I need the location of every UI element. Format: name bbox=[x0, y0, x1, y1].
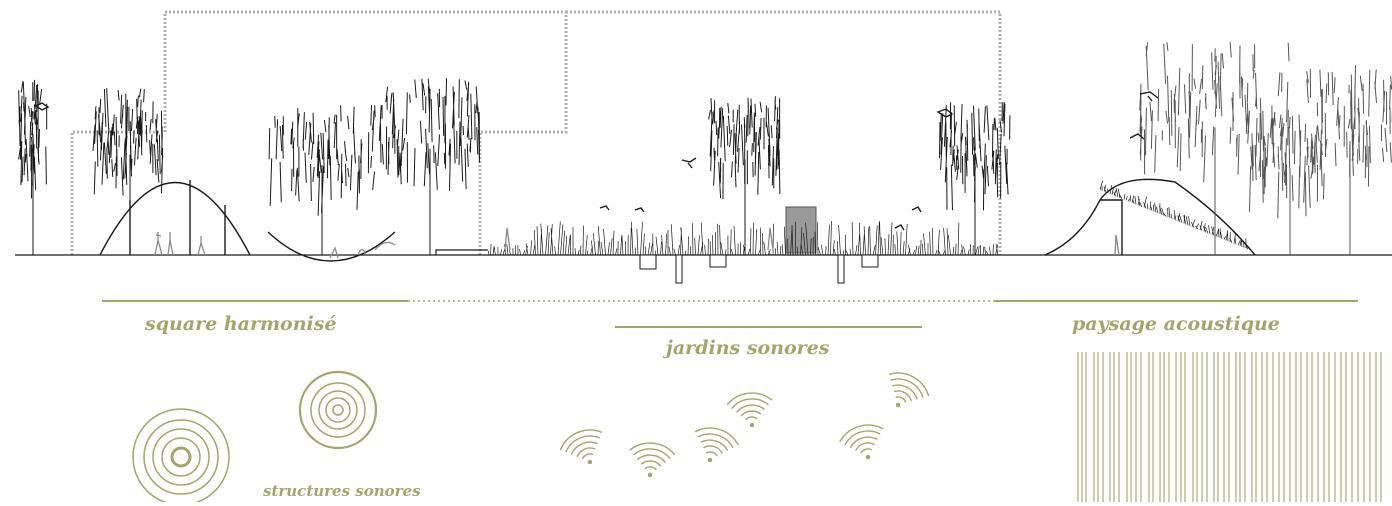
zone-label-jardins: jardins sonores bbox=[666, 337, 830, 359]
tree-icon bbox=[939, 101, 1011, 255]
zone-label-square: square harmonisé bbox=[145, 313, 337, 335]
wifi-wave-icon bbox=[726, 392, 773, 428]
concentric-circles-icon bbox=[132, 408, 230, 506]
ground-line bbox=[15, 249, 1392, 256]
tree-icon bbox=[1249, 110, 1325, 255]
grass bbox=[487, 180, 1249, 256]
bowl-structure bbox=[267, 231, 396, 262]
tree-icon bbox=[268, 105, 376, 255]
tree-icon bbox=[378, 78, 480, 255]
wifi-wave-icon bbox=[694, 427, 739, 463]
wifi-wave-icon bbox=[559, 429, 603, 465]
bird-icon bbox=[34, 91, 1159, 231]
zone-divider bbox=[102, 300, 1358, 328]
vertical-lines-pattern-icon bbox=[1077, 352, 1382, 502]
zone-label-paysage: paysage acoustique bbox=[1072, 313, 1280, 335]
tree-icon bbox=[18, 79, 48, 255]
concentric-circles-icon bbox=[298, 370, 378, 450]
caption-structures: structures sonores bbox=[263, 482, 421, 500]
wifi-wave-icon bbox=[888, 372, 930, 408]
tree-icon bbox=[1306, 65, 1392, 255]
underground-elements bbox=[639, 254, 879, 284]
tree-icon bbox=[708, 96, 781, 255]
wifi-wave-icon bbox=[839, 424, 884, 460]
hill bbox=[1044, 178, 1256, 256]
tree-group bbox=[18, 42, 1392, 255]
wifi-wave-icon bbox=[629, 442, 676, 478]
tree-icon bbox=[1139, 42, 1290, 255]
person-icon bbox=[154, 227, 1120, 259]
wifi-wave-group bbox=[559, 372, 930, 478]
tree-icon bbox=[92, 88, 164, 255]
building-outline bbox=[70, 10, 1002, 255]
